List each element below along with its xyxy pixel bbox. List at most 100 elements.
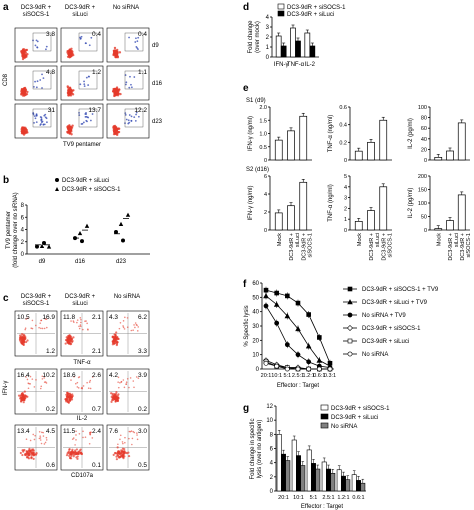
b-point-triangle bbox=[125, 212, 131, 217]
a-event-dot bbox=[68, 87, 72, 90]
c-event-dot bbox=[78, 325, 80, 328]
c-event-dot bbox=[70, 398, 74, 401]
a-event-dot bbox=[36, 40, 39, 43]
e-y-tick-label: 0 bbox=[264, 228, 267, 234]
c-event-dot bbox=[21, 342, 24, 345]
c-event-dot bbox=[40, 327, 42, 330]
g-bar bbox=[351, 474, 357, 492]
b-point-triangle bbox=[84, 223, 90, 228]
f-y-tick-label: 0 bbox=[256, 367, 260, 373]
a-event-dot bbox=[22, 55, 25, 59]
c-event-dot bbox=[121, 447, 125, 450]
f-point bbox=[317, 335, 322, 340]
f-point bbox=[295, 366, 301, 372]
b-legend-marker-triangle bbox=[55, 187, 59, 191]
a-event-dot bbox=[45, 117, 48, 120]
e-x-tick-label: Mock bbox=[357, 233, 363, 246]
c-event-dot bbox=[76, 452, 79, 455]
f-xlabel: Effector : Target bbox=[277, 383, 319, 389]
c-event-dot bbox=[124, 316, 126, 319]
c-event-dot bbox=[31, 327, 34, 330]
c-event-dot bbox=[22, 393, 25, 396]
c-event-dot bbox=[26, 339, 29, 342]
d-x-tick-label: IL-2 bbox=[305, 62, 316, 68]
c-column-header: DC3-9dR + siSOCS-1 bbox=[21, 294, 52, 307]
f-point bbox=[316, 357, 323, 363]
f-legend-marker bbox=[347, 351, 353, 357]
a-event-dot bbox=[130, 115, 133, 118]
a-event-dot bbox=[35, 86, 38, 89]
g-bar bbox=[360, 482, 366, 492]
e-y-tick-label: 1 bbox=[344, 217, 347, 223]
c-event-dot bbox=[45, 318, 48, 321]
a-event-dot bbox=[134, 41, 137, 43]
a-event-dot bbox=[68, 125, 71, 129]
c-event-dot bbox=[30, 457, 33, 460]
c-event-dot bbox=[32, 454, 35, 457]
c-event-dot bbox=[45, 439, 48, 441]
a-event-dot bbox=[84, 115, 87, 118]
a-event-dot bbox=[128, 121, 131, 124]
a-event-dot bbox=[71, 93, 75, 96]
e-x-tick-label-text: DC3-9dR +siSOCS-1 bbox=[381, 233, 393, 261]
c-event-dot bbox=[21, 453, 24, 457]
c-event-dot bbox=[132, 329, 134, 332]
d-bar bbox=[309, 45, 316, 58]
c-event-dot bbox=[43, 443, 46, 445]
d-ylabel-text: Fold change(over mock) bbox=[248, 20, 261, 54]
a-event-dot bbox=[25, 130, 28, 133]
a-event-dot bbox=[114, 89, 118, 93]
c-event-dot bbox=[26, 378, 29, 381]
c-event-dot bbox=[126, 377, 129, 380]
c-event-dot bbox=[113, 340, 116, 343]
c-event-dot bbox=[39, 439, 42, 441]
c-event-dot bbox=[65, 454, 69, 457]
g-bar bbox=[341, 475, 346, 492]
c-event-dot bbox=[22, 334, 25, 338]
a-gate bbox=[32, 32, 52, 52]
d-y-tick-label: 2 bbox=[266, 35, 270, 41]
a-gate bbox=[78, 32, 98, 52]
a-event-dot bbox=[67, 89, 70, 92]
c-event-dot bbox=[82, 385, 85, 387]
c-event-dot bbox=[19, 451, 22, 455]
c-event-dot bbox=[120, 381, 123, 383]
g-ylabel: Fold change in specificlysis (over no an… bbox=[250, 418, 263, 479]
a-quadrant-value: 1.1 bbox=[138, 69, 147, 76]
d-legend-swatch bbox=[277, 3, 285, 10]
a-event-dot bbox=[21, 57, 25, 61]
a-event-dot bbox=[36, 46, 39, 49]
b-ylabel-text: TV9 pentamer(fold change over no siRNA) bbox=[6, 192, 19, 267]
a-event-dot bbox=[119, 92, 122, 96]
a-event-dot bbox=[69, 49, 72, 53]
a-event-dot bbox=[79, 83, 82, 86]
panel-label-g: g bbox=[243, 403, 249, 414]
c-event-dot bbox=[80, 387, 83, 390]
g-y-tick-label: 0 bbox=[270, 489, 274, 495]
c-event-dot bbox=[66, 392, 69, 396]
c-event-dot bbox=[68, 454, 71, 457]
e-ylabel: IFN-γ (ng/ml) bbox=[248, 186, 254, 221]
f-legend-entry: No siRNA bbox=[362, 352, 388, 358]
a-column-header: No siRNA bbox=[113, 5, 139, 11]
c-event-dot bbox=[117, 376, 120, 379]
a-event-dot bbox=[137, 48, 139, 51]
a-gate bbox=[124, 70, 144, 90]
a-event-dot bbox=[118, 51, 122, 54]
c-event-dot bbox=[89, 387, 92, 390]
c-event-dot bbox=[123, 455, 126, 458]
c-event-dot bbox=[133, 386, 135, 389]
c-event-dot bbox=[114, 334, 117, 337]
c-event-dot bbox=[76, 386, 79, 388]
f-point bbox=[263, 292, 269, 299]
c-event-dot bbox=[119, 381, 121, 384]
a-event-dot bbox=[82, 121, 85, 124]
c-event-dot bbox=[122, 320, 125, 322]
b-y-tick-label: 8 bbox=[21, 203, 25, 209]
c-event-dot bbox=[111, 335, 115, 338]
panel-label-a: a bbox=[3, 2, 9, 13]
b-x-tick-label: d16 bbox=[75, 259, 86, 265]
a-event-dot bbox=[81, 122, 84, 125]
e-y-tick-label: 0 bbox=[264, 158, 267, 164]
c-event-dot bbox=[115, 343, 118, 347]
